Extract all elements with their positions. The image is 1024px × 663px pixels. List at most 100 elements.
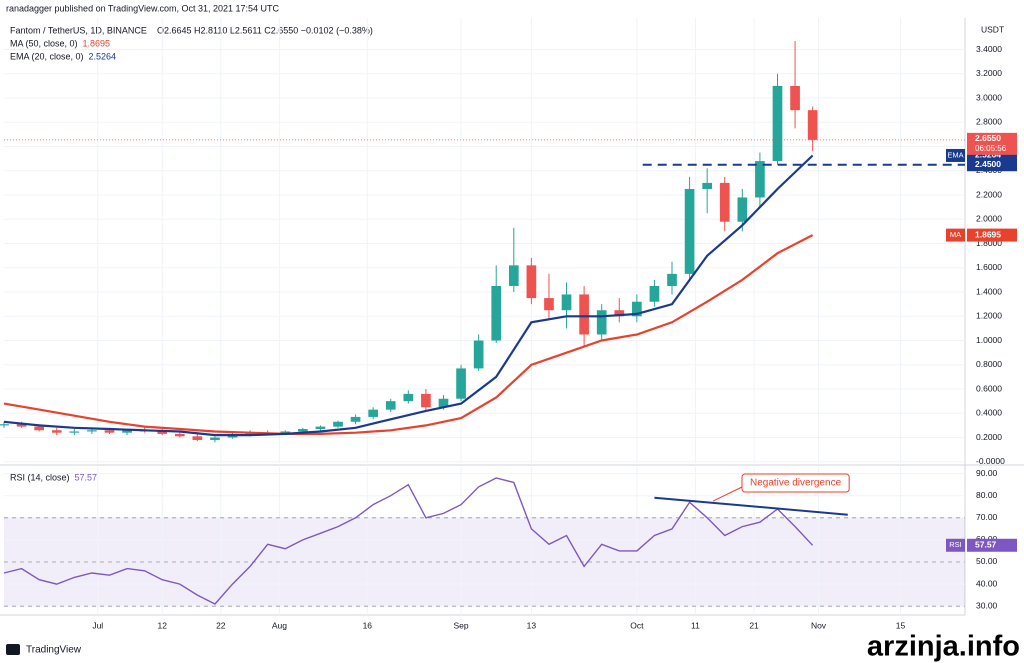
annotation-box <box>741 473 850 493</box>
y-tick-label: 2.0000 <box>976 214 1002 224</box>
symbol: Fantom / TetherUS, 1D, BINANCE <box>10 25 147 35</box>
candle-body <box>192 436 203 440</box>
candle-body <box>544 298 554 311</box>
y-tick-label: 1.8000 <box>976 238 1002 248</box>
watermark: arzinja.info <box>867 631 1020 663</box>
y-tick-label: 0.2000 <box>976 432 1002 442</box>
x-tick-label: Jul <box>92 620 103 630</box>
rsi-value: 57.57 <box>75 472 98 482</box>
candle-body <box>104 430 115 433</box>
candle-body <box>719 182 730 222</box>
y-tick-label: 50.00 <box>976 556 998 566</box>
level-label: 2.4500 <box>975 159 1001 169</box>
candle-body <box>421 393 431 408</box>
x-tick-label: 15 <box>896 620 906 630</box>
brand: TradingView <box>26 645 82 656</box>
y-tick-label: 30.00 <box>976 600 998 610</box>
y-tick-label: 80.00 <box>976 490 998 500</box>
y-tick-label: 1.6000 <box>976 262 1002 272</box>
tag-name: RSI <box>949 540 962 549</box>
candle-body <box>368 409 378 417</box>
y-tick-label: 3.2000 <box>976 68 1002 78</box>
watermark-bg <box>826 628 1024 663</box>
legend-value: 2.5264 <box>89 51 117 61</box>
candle-body <box>755 161 765 198</box>
tag-bg <box>967 228 1017 242</box>
candle-body <box>526 265 537 299</box>
candle-body <box>174 433 185 437</box>
tag-bg <box>967 538 1017 552</box>
x-tick-label: Aug <box>272 620 287 630</box>
ohlc: O2.6645 H2.8110 L2.5611 C2.6550 −0.0102 … <box>157 25 373 35</box>
price-tag <box>967 132 1017 155</box>
y-tick-label: 1.0000 <box>976 335 1002 345</box>
candle-body <box>16 424 27 427</box>
y-tick-label: 0.8000 <box>976 359 1002 369</box>
candle-body <box>350 416 361 422</box>
y-tick-label: -0.0000 <box>976 456 1005 466</box>
candle-body <box>702 182 713 189</box>
x-tick-label: 12 <box>157 620 167 630</box>
candle-body <box>473 340 484 369</box>
moving-average <box>3 154 814 437</box>
candle-body <box>508 265 519 286</box>
divergence-line <box>654 496 848 516</box>
candle-body <box>0 424 9 426</box>
candle-body <box>280 431 291 434</box>
x-tick-label: 11 <box>691 620 700 630</box>
legend-value: 1.8695 <box>83 38 111 48</box>
x-tick-label: 16 <box>363 620 373 630</box>
tag-name: MA <box>950 230 961 239</box>
tag-value: 57.57 <box>975 540 997 550</box>
x-tick-label: 22 <box>216 620 226 630</box>
x-tick-label: 21 <box>749 620 759 630</box>
countdown: 06:05:56 <box>975 144 1007 153</box>
x-tick-label: Oct <box>630 620 644 630</box>
y-tick-label: 2.2000 <box>976 189 1002 199</box>
level-tag <box>967 158 1017 172</box>
candle-body <box>737 197 748 222</box>
y-tick-label: 90.00 <box>976 468 998 478</box>
candle-body <box>807 110 818 140</box>
currency: USDT <box>981 24 1004 34</box>
candle-body <box>456 368 466 399</box>
tag-name-bg <box>946 148 965 162</box>
tag-value: 1.8695 <box>975 229 1001 239</box>
candle-body <box>87 430 97 432</box>
candle-body <box>51 430 62 433</box>
candle-body <box>614 310 625 317</box>
y-tick-label: 70.00 <box>976 512 998 522</box>
y-tick-label: 0.4000 <box>976 408 1002 418</box>
candle-body <box>790 85 800 111</box>
candle-body <box>649 285 660 302</box>
candle-body <box>298 429 308 432</box>
candle-body <box>438 398 449 408</box>
candle-body <box>403 393 414 402</box>
candle-body <box>772 85 783 162</box>
y-tick-label: 3.4000 <box>976 44 1002 54</box>
candle-body <box>122 430 132 433</box>
y-tick-label: 40.00 <box>976 578 998 588</box>
candle-body <box>596 310 607 335</box>
candle-body <box>667 273 677 286</box>
candle-body <box>684 188 695 274</box>
candle-body <box>579 294 589 335</box>
publisher: ranadagger published on TradingView.com,… <box>6 3 280 13</box>
tag-name: EMA <box>947 150 963 159</box>
annotation-arrow <box>712 486 743 502</box>
y-tick-label: 0.6000 <box>976 383 1002 393</box>
legend-name: EMA (20, close, 0) <box>10 51 84 61</box>
x-tick-label: Nov <box>811 620 827 630</box>
candle-body <box>210 437 220 440</box>
tag-name-bg <box>946 228 965 242</box>
candle-body <box>157 431 168 434</box>
y-tick-label: 1.2000 <box>976 311 1002 321</box>
tag-name-bg <box>946 538 965 552</box>
y-tick-label: 3.0000 <box>976 92 1002 102</box>
rsi-title: RSI (14, close) <box>10 472 70 482</box>
candle-body <box>34 426 44 431</box>
x-tick-label: 13 <box>527 620 537 630</box>
rsi-line <box>3 477 814 605</box>
